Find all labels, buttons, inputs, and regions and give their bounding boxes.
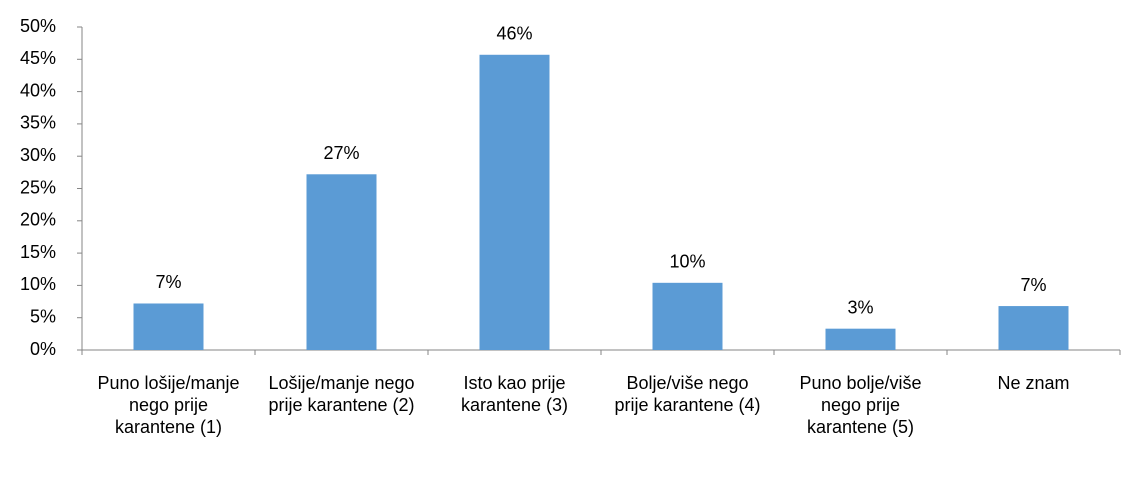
y-tick-label: 10% xyxy=(20,274,56,294)
bar xyxy=(825,328,896,350)
x-tick-label: Lošije/manje nego prije karantene (2) xyxy=(268,373,415,415)
x-tick-label: Puno bolje/više nego prije karantene (5) xyxy=(799,373,922,437)
data-label: 27% xyxy=(323,143,359,163)
y-tick-label: 45% xyxy=(20,48,56,68)
bar xyxy=(133,303,204,350)
y-tick-label: 15% xyxy=(20,242,56,262)
x-tick-label: Puno lošije/manje nego prije karantene (… xyxy=(97,373,240,437)
y-tick-label: 25% xyxy=(20,177,56,197)
y-tick-label: 50% xyxy=(20,16,56,36)
data-label: 46% xyxy=(496,24,532,44)
bar xyxy=(652,282,723,350)
y-tick-label: 5% xyxy=(30,306,56,326)
y-tick-label: 40% xyxy=(20,80,56,100)
bar xyxy=(479,54,550,350)
x-tick-label: Ne znam xyxy=(997,373,1070,393)
data-label: 10% xyxy=(669,252,705,272)
bar xyxy=(306,174,377,350)
y-tick-label: 35% xyxy=(20,113,56,133)
bar xyxy=(998,306,1069,350)
data-label: 7% xyxy=(155,272,181,292)
x-tick-label: Bolje/više nego prije karantene (4) xyxy=(614,373,761,415)
y-tick-label: 30% xyxy=(20,145,56,165)
data-label: 3% xyxy=(847,297,873,317)
y-tick-label: 20% xyxy=(20,210,56,230)
data-label: 7% xyxy=(1020,275,1046,295)
y-tick-label: 0% xyxy=(30,339,56,359)
x-tick-label: Isto kao prije karantene (3) xyxy=(460,373,569,415)
